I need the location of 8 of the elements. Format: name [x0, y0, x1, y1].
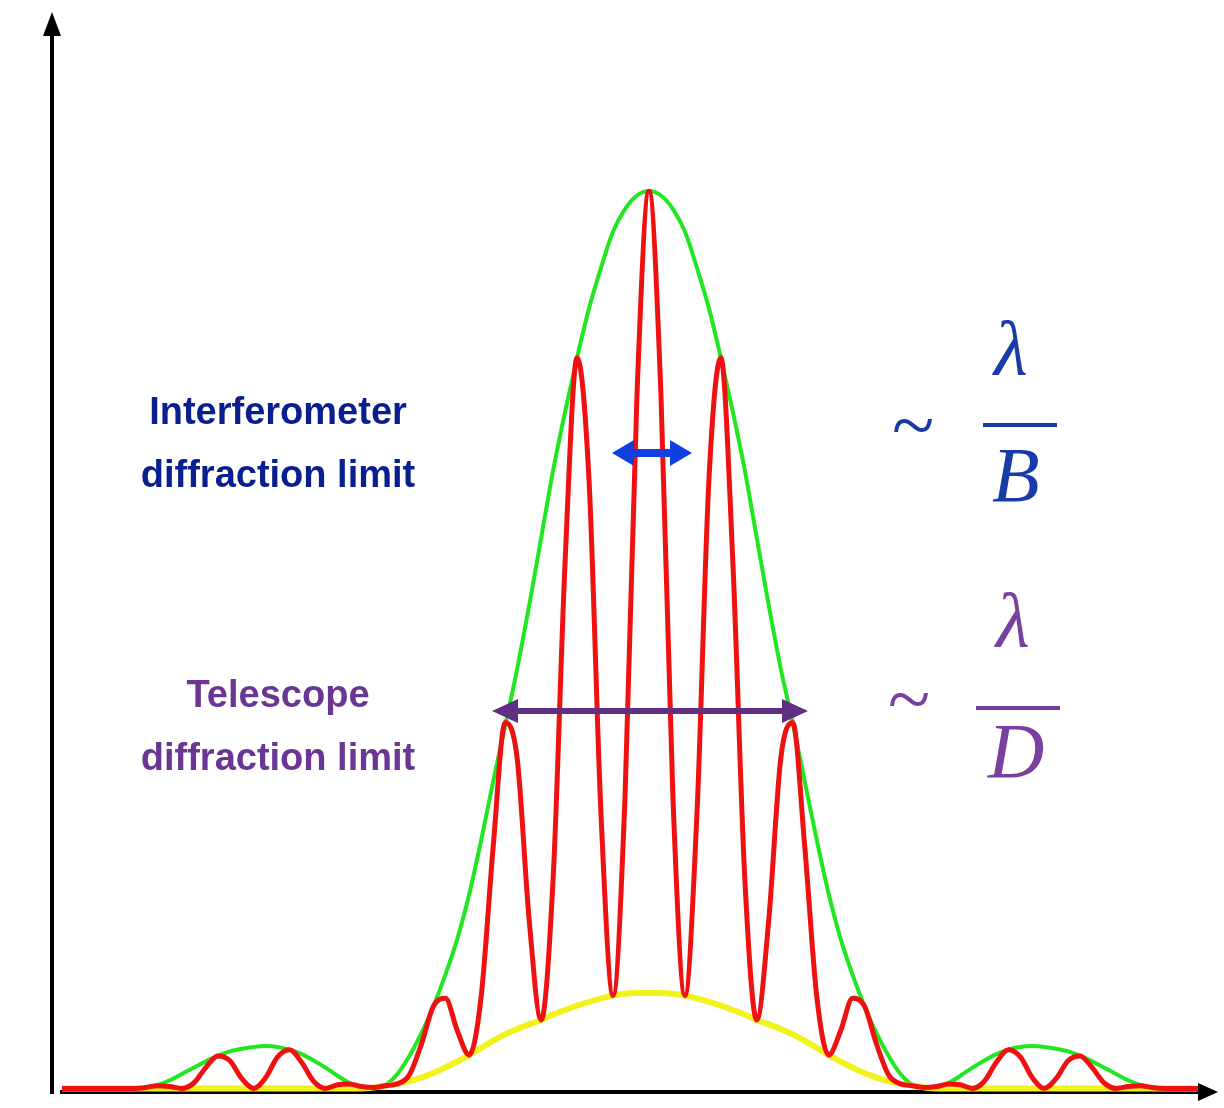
annotation: Telescope diffraction limit: [139, 672, 417, 780]
annotation: ~: [892, 381, 935, 468]
annotation: ~: [888, 655, 931, 742]
annotation: Interferometer diffraction limit: [139, 389, 417, 497]
annotation: D: [988, 707, 1045, 794]
annotation: λ: [994, 305, 1028, 392]
annotation: B: [992, 431, 1040, 518]
annotation: λ: [996, 577, 1030, 664]
